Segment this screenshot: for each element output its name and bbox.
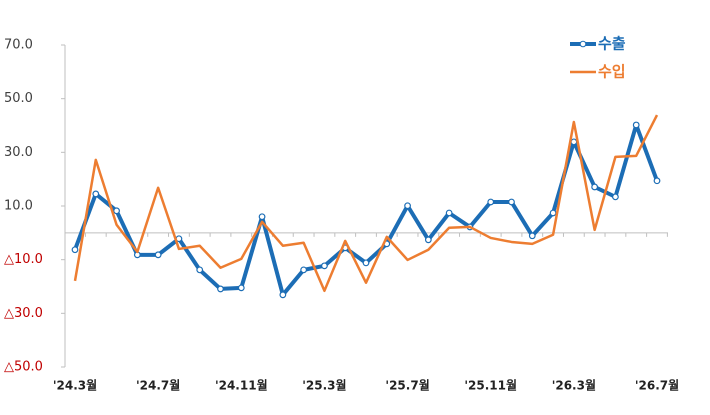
point [237, 284, 245, 292]
legend-label: 수입 [598, 63, 626, 81]
x-tick-label: '26.3월 [552, 378, 596, 393]
y-tick-label: △30.0 [4, 306, 43, 321]
x-tick-label: '26.7월 [635, 378, 679, 393]
point [570, 138, 578, 146]
point [321, 262, 328, 270]
point [196, 266, 204, 274]
x-tick-label: '25.11월 [464, 378, 517, 393]
x-tick-label: '24.3월 [53, 378, 97, 393]
point [300, 266, 308, 274]
point [362, 259, 370, 267]
x-tick-label: '25.7월 [385, 378, 429, 393]
point [528, 232, 536, 240]
legend-label: 수출 [598, 35, 626, 53]
y-tick-label: 50.0 [4, 91, 33, 106]
point [487, 198, 495, 206]
point [113, 207, 120, 215]
x-tick-label: '24.11월 [215, 378, 268, 393]
point [549, 209, 557, 217]
y-tick-label: △50.0 [4, 360, 43, 375]
point [154, 251, 162, 259]
legend-marker [579, 40, 587, 48]
series-line [73, 114, 659, 293]
point [591, 183, 599, 191]
y-tick-label: 10.0 [4, 199, 33, 214]
point [632, 121, 640, 129]
x-tick-label: '24.7월 [136, 378, 180, 393]
y-tick-label: △10.0 [4, 252, 43, 267]
point [424, 236, 432, 244]
x-tick-label: '25.3월 [302, 378, 346, 393]
point [71, 246, 79, 254]
y-tick-label: 70.0 [4, 38, 33, 53]
point [217, 285, 224, 293]
point [258, 213, 266, 221]
point [508, 198, 515, 206]
point [279, 291, 287, 299]
point [653, 177, 661, 185]
point [92, 190, 100, 198]
y-tick-label: 30.0 [4, 145, 33, 160]
point [445, 209, 453, 217]
point [404, 202, 411, 210]
point [612, 193, 619, 201]
